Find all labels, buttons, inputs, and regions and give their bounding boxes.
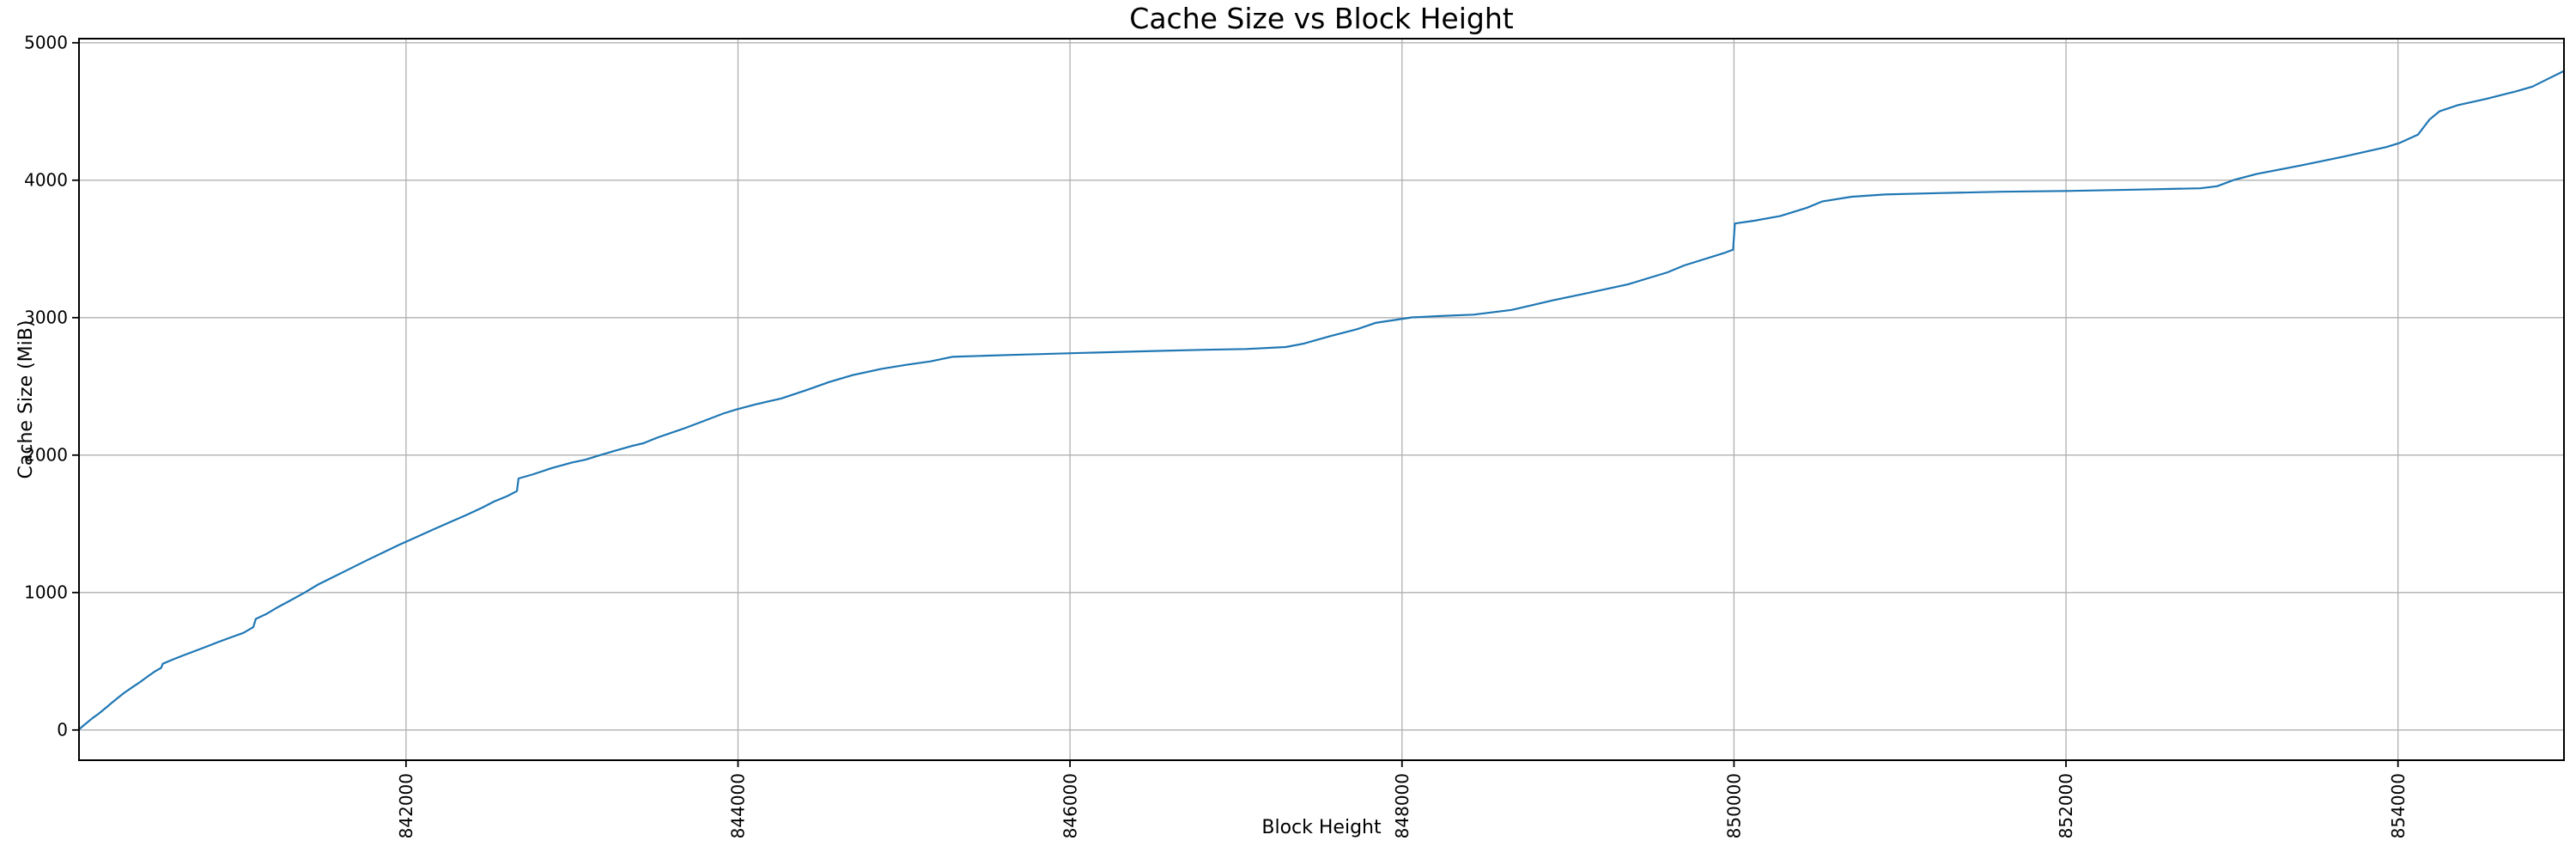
y-axis-label: Cache Size (MiB) [15, 320, 37, 479]
x-axis-label: Block Height [1261, 817, 1382, 838]
x-tick-label: 852000 [2056, 773, 2076, 838]
grid-layer [79, 39, 2564, 760]
tick-marks [72, 41, 2399, 767]
y-tick-label: 5000 [24, 33, 68, 53]
x-tick-label: 842000 [396, 773, 416, 838]
y-tick-label: 3000 [24, 308, 68, 328]
series-cache-size-line [77, 70, 2566, 731]
y-tick-label: 2000 [24, 445, 68, 466]
x-tick-label: 850000 [1724, 773, 1745, 838]
plot-spines [78, 38, 2565, 761]
chart-title: Cache Size vs Block Height [1129, 2, 1514, 35]
x-tick-label: 844000 [728, 773, 749, 838]
y-tick-label: 4000 [24, 170, 68, 191]
y-tick-label: 0 [57, 720, 68, 740]
x-tick-label: 848000 [1392, 773, 1413, 838]
x-tick-label: 846000 [1060, 773, 1080, 838]
x-tick-label: 854000 [2388, 773, 2409, 838]
y-tick-label: 1000 [24, 582, 68, 603]
tick-labels: 0 1000 2000 3000 4000 5000 842000 844000 846000 8… [24, 33, 2409, 839]
